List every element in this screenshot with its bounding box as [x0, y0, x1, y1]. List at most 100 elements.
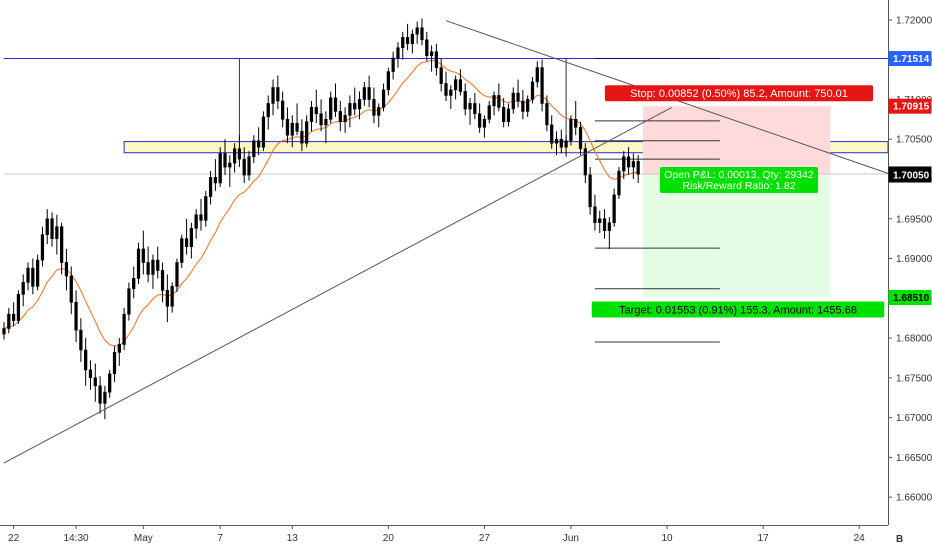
candle	[40, 226, 45, 267]
candle	[343, 107, 347, 133]
candle	[208, 171, 213, 205]
candle-body-down	[338, 111, 342, 123]
candle	[396, 42, 400, 68]
price-tag-label: 1.70050	[893, 171, 930, 182]
pl-label: Open P&L: 0.00013, Qty: 29342Risk/Reward…	[660, 166, 818, 193]
candle	[26, 262, 30, 291]
candle	[535, 61, 539, 88]
candle	[276, 75, 280, 109]
axis-corner[interactable]: B	[889, 526, 931, 549]
candle-body-down	[425, 39, 429, 56]
price-tick-label: 1.70500	[896, 135, 932, 146]
candle	[329, 91, 333, 124]
price-axis[interactable]: 1.720001.715001.710001.705001.700001.695…	[888, 0, 932, 550]
candle-body-up	[136, 248, 141, 279]
candle-body-up	[377, 107, 381, 116]
candle-body-down	[98, 385, 102, 404]
candle	[69, 266, 73, 315]
candle-body-down	[473, 103, 477, 115]
candle-body-up	[554, 138, 559, 144]
candle	[204, 190, 208, 227]
candle	[252, 135, 256, 164]
price-tick-label: 1.68000	[896, 334, 932, 345]
candle	[434, 43, 439, 76]
candle-body-up	[362, 87, 366, 100]
candle	[285, 107, 290, 144]
candle	[305, 115, 309, 148]
candle-body-down	[626, 156, 631, 168]
candle	[578, 121, 583, 156]
candle-body-down	[257, 140, 261, 148]
time-tick-label: 13	[287, 533, 299, 544]
candle	[540, 59, 544, 112]
candle-body-up	[2, 328, 6, 335]
candle	[50, 212, 54, 247]
candle	[333, 83, 338, 117]
candle	[2, 322, 6, 340]
candle-body-down	[146, 262, 150, 275]
price-tick-label: 1.72000	[896, 15, 932, 26]
stop-area	[642, 106, 831, 174]
candle	[218, 147, 222, 187]
time-tick-label: May	[134, 533, 153, 544]
corner-bg	[889, 526, 931, 549]
candle-body-down	[502, 107, 506, 123]
candle	[84, 338, 88, 386]
candle-body-up	[21, 282, 25, 295]
candle	[487, 101, 491, 124]
candle	[117, 338, 121, 366]
candle	[405, 23, 410, 51]
time-axis[interactable]: 22 14:30 May 7 13 20 27 Jun 10 17 24	[0, 525, 932, 550]
price-tick-label: 1.67000	[896, 413, 932, 424]
candle-body-down	[184, 238, 189, 247]
candle-body-up	[622, 156, 626, 172]
candle	[357, 91, 362, 120]
candle	[617, 167, 621, 199]
candle-body-up	[617, 170, 621, 196]
candle	[564, 135, 568, 157]
candle-body-down	[458, 79, 463, 92]
candle-body-down	[11, 313, 16, 321]
price-tag-bg	[888, 98, 932, 114]
candle-body-down	[237, 148, 242, 160]
candle-body-down	[578, 126, 583, 150]
price-tick-label: 1.66500	[896, 453, 932, 464]
candle-body-down	[31, 267, 35, 287]
candle	[213, 159, 218, 191]
target-label-text: Target: 0.01553 (0.91%) 155.3, Amount: 1…	[619, 305, 857, 317]
candle-body-down	[93, 377, 97, 387]
candle-body-up	[290, 122, 294, 136]
candle-body-down	[545, 103, 549, 126]
price-axis-bg	[888, 0, 932, 550]
candle-body-up	[526, 99, 530, 112]
candle	[545, 95, 549, 132]
candle-body-down	[64, 262, 69, 277]
candle-body-up	[401, 37, 405, 49]
candle	[156, 246, 160, 279]
price-tick-label: 1.66000	[896, 493, 932, 504]
candle	[247, 151, 251, 181]
candle-body-up	[535, 67, 539, 83]
candle-body-down	[463, 91, 467, 110]
candle	[228, 155, 232, 187]
candle-body-down	[540, 67, 544, 104]
candle-body-down	[583, 148, 587, 176]
candle	[478, 103, 482, 133]
candle	[372, 87, 376, 124]
time-tick-label: 17	[758, 533, 770, 544]
target-area	[642, 173, 831, 298]
candle	[338, 101, 342, 132]
short-position-tool[interactable]	[642, 106, 831, 298]
candle-body-up	[329, 97, 333, 120]
candle	[237, 135, 242, 168]
candle	[588, 167, 592, 215]
candle	[112, 346, 117, 382]
candle-body-down	[84, 349, 88, 371]
price-tag-bg	[888, 290, 932, 305]
candle-body-up	[309, 107, 314, 123]
candle-body-down	[213, 177, 218, 184]
candle-body-up	[151, 259, 155, 275]
candle	[453, 75, 458, 100]
